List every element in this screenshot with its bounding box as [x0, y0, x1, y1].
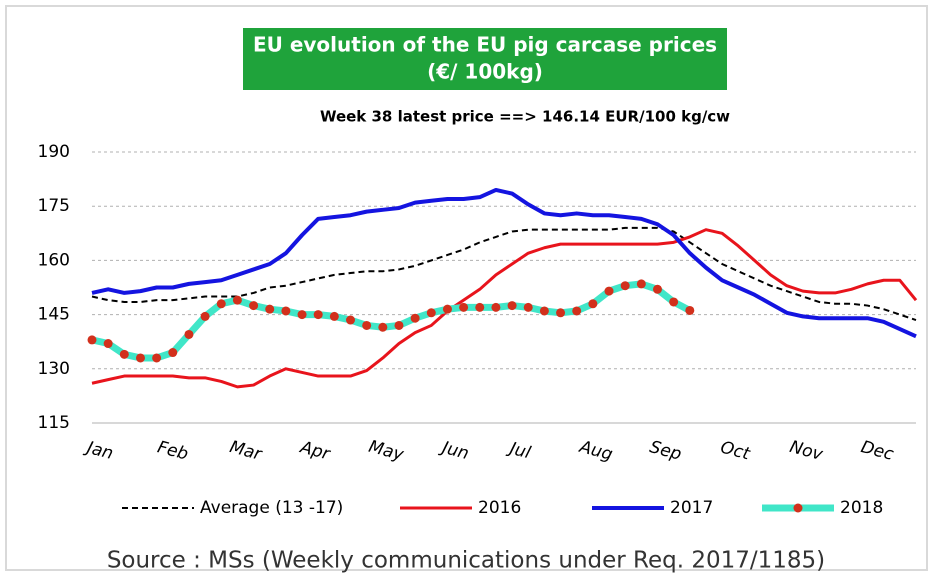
point	[378, 322, 388, 332]
point	[103, 339, 113, 349]
point	[184, 329, 194, 339]
point	[604, 286, 614, 296]
title-box	[243, 28, 727, 90]
y-tick-label: 130	[38, 359, 70, 379]
point	[119, 349, 129, 359]
point	[232, 295, 242, 305]
point	[135, 353, 145, 363]
point	[685, 305, 695, 315]
point	[346, 315, 356, 325]
point	[313, 310, 323, 320]
point	[669, 297, 679, 307]
point	[475, 302, 485, 312]
line-0	[91, 226, 917, 321]
legend-label: 2016	[478, 498, 521, 518]
point	[442, 304, 452, 314]
point	[394, 320, 404, 330]
point	[491, 302, 501, 312]
point	[539, 306, 549, 316]
point	[652, 284, 662, 294]
point	[216, 299, 226, 309]
point	[249, 301, 259, 311]
point	[168, 348, 178, 358]
point	[636, 279, 646, 289]
point	[329, 311, 339, 321]
point	[265, 304, 275, 314]
point	[297, 310, 307, 320]
legend-label: 2017	[670, 498, 713, 518]
y-tick-label: 160	[38, 250, 70, 270]
point	[556, 308, 566, 318]
point	[426, 308, 436, 318]
y-tick-label: 115	[38, 413, 70, 433]
frame	[5, 5, 928, 571]
point	[281, 306, 291, 316]
chart-title: (€/ 100kg)	[427, 60, 543, 84]
legend-label: Average (13 -17)	[200, 498, 343, 518]
point	[200, 311, 210, 321]
y-tick-label: 175	[38, 196, 70, 216]
legend-marker	[793, 503, 803, 513]
point	[523, 302, 533, 312]
point	[507, 301, 517, 311]
point	[588, 299, 598, 309]
point	[362, 320, 372, 330]
line-2	[91, 187, 917, 339]
y-tick-label: 145	[38, 305, 70, 325]
point	[620, 281, 630, 291]
point	[410, 313, 420, 323]
point	[87, 335, 97, 345]
legend-label: 2018	[840, 498, 883, 518]
chart-title: EU evolution of the EU pig carcase price…	[253, 33, 717, 57]
line-1	[91, 228, 918, 389]
source-note: Source : MSs (Weekly communications unde…	[107, 548, 825, 574]
point	[572, 306, 582, 316]
point	[152, 353, 162, 363]
chart-subtitle: Week 38 latest price ==> 146.14 EUR/100 …	[320, 108, 730, 126]
y-tick-label: 190	[38, 142, 70, 162]
point	[459, 302, 469, 312]
